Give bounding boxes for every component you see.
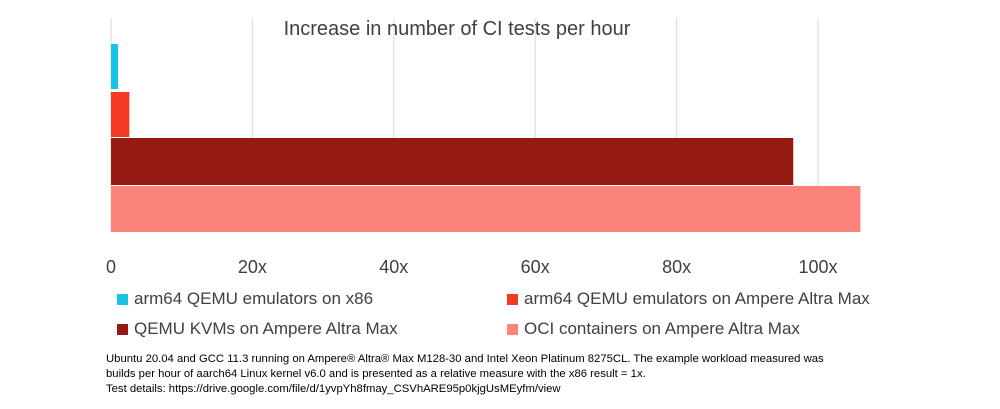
x-tick-label: 100x	[798, 257, 837, 277]
chart-title: Increase in number of CI tests per hour	[284, 18, 631, 40]
legend-swatch	[117, 293, 128, 305]
legend-swatch	[507, 323, 518, 335]
bars	[111, 44, 861, 232]
legend-label: QEMU KVMs on Ampere Altra Max	[134, 319, 398, 338]
x-axis-ticks: 0 20x 40x 60x 80x 100x	[106, 257, 838, 277]
x-tick-label: 20x	[238, 257, 267, 277]
legend-item-oci-containers: OCI containers on Ampere Altra Max	[507, 319, 800, 339]
footnote-line: Ubuntu 20.04 and GCC 11.3 running on Amp…	[106, 353, 824, 365]
bar-2	[111, 138, 794, 185]
x-tick-label: 40x	[379, 257, 408, 277]
legend-swatch	[117, 323, 128, 335]
bar-3	[111, 186, 861, 232]
footnote: Ubuntu 20.04 and GCC 11.3 running on Amp…	[106, 352, 986, 397]
footnote-line: builds per hour of aarch64 Linux kernel …	[106, 368, 646, 380]
x-tick-label: 0	[106, 257, 116, 277]
legend-swatch	[507, 293, 518, 305]
legend-label: OCI containers on Ampere Altra Max	[524, 319, 800, 338]
x-tick-label: 80x	[662, 257, 691, 277]
bar-1	[111, 92, 130, 137]
legend-label: arm64 QEMU emulators on Ampere Altra Max	[524, 289, 870, 308]
legend-label: arm64 QEMU emulators on x86	[134, 289, 374, 308]
bar-0	[111, 44, 119, 89]
x-tick-label: 60x	[521, 257, 550, 277]
legend-item-x86-emulators: arm64 QEMU emulators on x86	[117, 289, 373, 309]
legend-item-qemu-kvms: QEMU KVMs on Ampere Altra Max	[117, 319, 398, 339]
footnote-line: Test details: https://drive.google.com/f…	[106, 383, 561, 395]
legend-item-ampere-emulators: arm64 QEMU emulators on Ampere Altra Max	[507, 289, 870, 309]
